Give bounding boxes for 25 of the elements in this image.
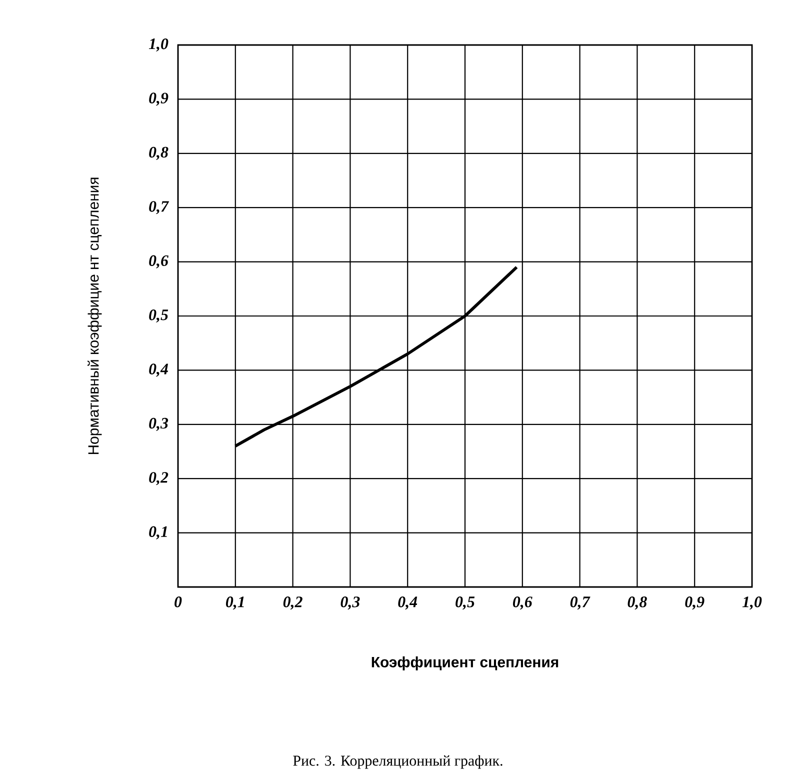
y-tick-label: 0,5 bbox=[149, 309, 168, 323]
x-axis-title: Коэффициент сцепления bbox=[372, 656, 558, 670]
y-axis-title: Нормативный коэффицие нт сцепления bbox=[88, 178, 102, 454]
x-tick-label: 0,6 bbox=[512, 596, 532, 610]
line-series bbox=[234, 266, 518, 448]
y-tick-label: 1,0 bbox=[148, 38, 168, 52]
x-tick-label: 0,3 bbox=[340, 596, 360, 610]
x-tick-label: 0,8 bbox=[628, 596, 647, 610]
text: Рис. 3. Корреляционный график. bbox=[293, 755, 502, 769]
x-tick-label: 0,7 bbox=[570, 596, 590, 610]
x-tick-label: 0,4 bbox=[398, 596, 418, 610]
x-tick-label: 0,5 bbox=[456, 596, 475, 610]
x-tick-label: 0,1 bbox=[226, 596, 244, 610]
y-tick-label: 0,3 bbox=[149, 418, 168, 431]
y-tick-label: 0,1 bbox=[149, 526, 167, 540]
y-tick-label: 0,9 bbox=[149, 92, 168, 106]
x-tick-label: 0,9 bbox=[685, 596, 704, 610]
x-tick-label: 0,2 bbox=[283, 596, 302, 610]
y-tick-label: 0,7 bbox=[149, 201, 170, 214]
y-tick-label: 0,2 bbox=[149, 472, 168, 486]
y-tick-label: 0,4 bbox=[149, 364, 168, 377]
x-tick-label: 0 bbox=[174, 596, 182, 608]
y-tick-label: 0,8 bbox=[149, 146, 168, 160]
y-tick-label: 0,6 bbox=[149, 255, 168, 268]
x-tick-label: 1,0 bbox=[742, 596, 762, 610]
